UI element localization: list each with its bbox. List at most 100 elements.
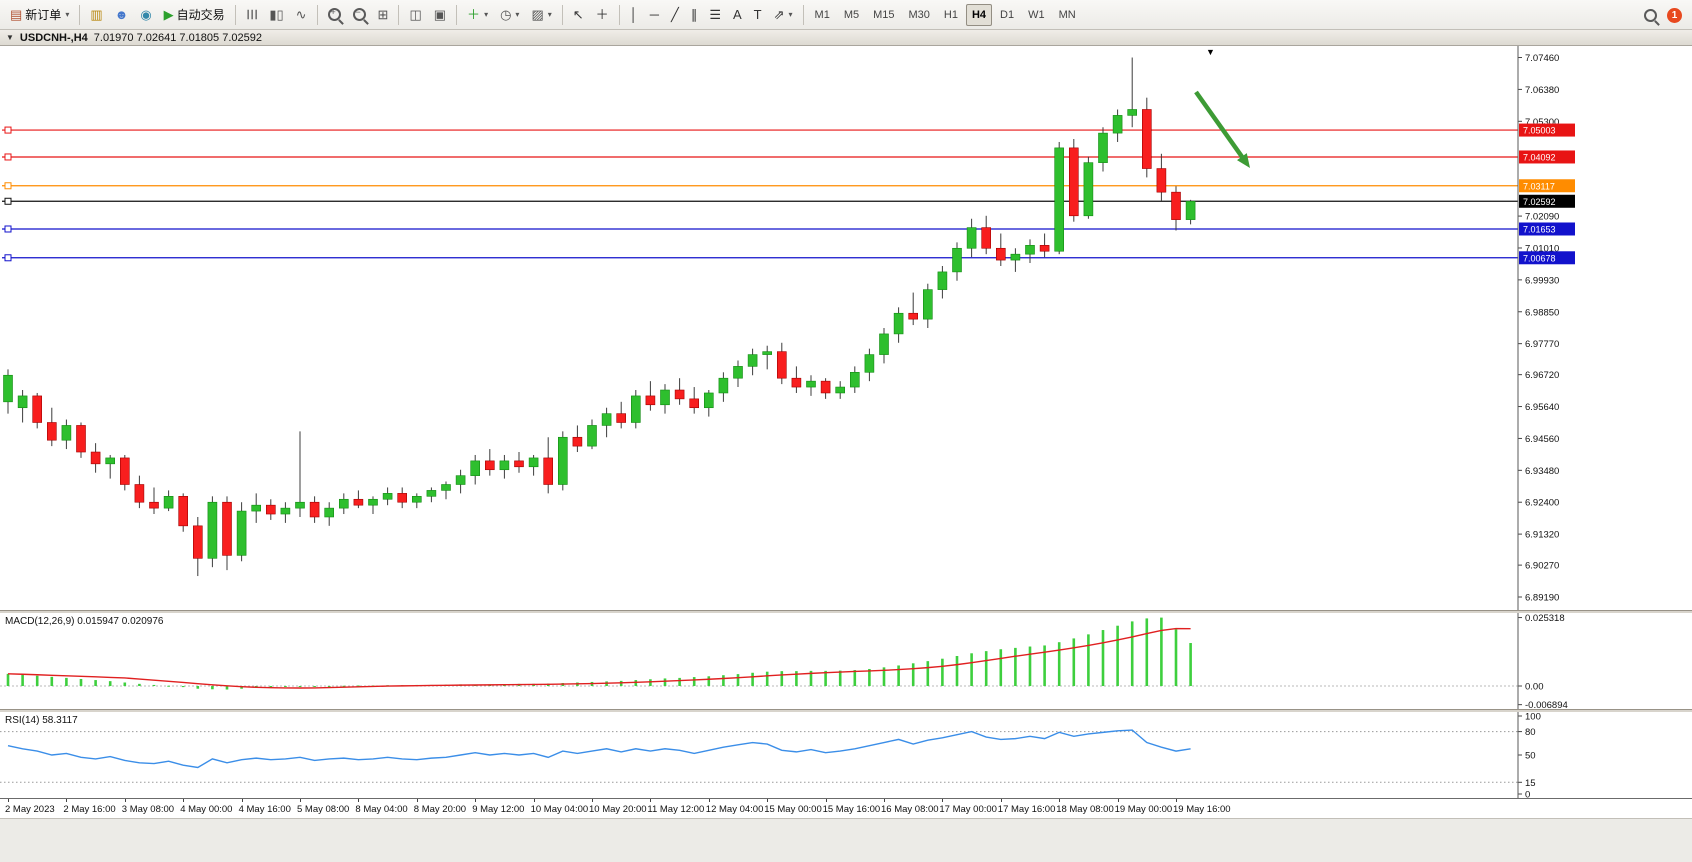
candle: [193, 525, 203, 559]
time-axis-tick: [358, 799, 360, 802]
trend-arrow-head[interactable]: [1237, 153, 1250, 168]
fibo-icon: ☰: [709, 7, 721, 22]
candle: [46, 422, 57, 441]
price-axis-label: 6.92400: [1525, 498, 1559, 509]
timeframe-h4-button[interactable]: H4: [965, 3, 993, 26]
price-badge-label: 7.03117: [1523, 181, 1555, 191]
bar-chart-button[interactable]: ☰: [241, 3, 263, 27]
panel-splitter[interactable]: [0, 610, 1692, 613]
tile-windows-button[interactable]: ⊞: [373, 3, 394, 27]
new-order-icon: ▤: [10, 7, 23, 22]
timeframe-w1-button[interactable]: W1: [1022, 4, 1051, 26]
macd-bar: [79, 678, 83, 687]
line-anchor[interactable]: [4, 153, 12, 161]
panel-splitter[interactable]: [0, 709, 1692, 712]
candle: [265, 504, 276, 515]
price-axis-label: 7.01010: [1525, 243, 1559, 254]
time-axis-label: 2 May 16:00: [63, 804, 116, 815]
timeframe-m30-button[interactable]: M30: [903, 4, 936, 26]
cursor-icon: ↖: [572, 7, 584, 22]
macd-bar: [138, 683, 141, 687]
text-button[interactable]: A: [728, 3, 747, 27]
candle: [455, 475, 466, 485]
macd-bar: [824, 670, 827, 687]
price-axis-label: 6.95640: [1525, 402, 1559, 413]
cascade-windows-button[interactable]: ▣: [429, 3, 451, 27]
timeframe-mn-button[interactable]: MN: [1053, 4, 1082, 26]
time-axis-tick: [475, 799, 477, 802]
line-anchor[interactable]: [4, 126, 12, 134]
label-icon: T: [753, 7, 762, 22]
crosshair-button[interactable]: ＋: [591, 3, 614, 27]
timeframe-m15-button[interactable]: M15: [867, 4, 900, 26]
search-icon[interactable]: [1644, 8, 1657, 22]
time-axis-label: 10 May 04:00: [530, 804, 589, 815]
chart-menu-icon[interactable]: ▼: [6, 33, 14, 42]
navigator-button[interactable]: ◉: [135, 3, 156, 27]
candle: [776, 351, 787, 379]
time-axis-label: 19 May 16:00: [1173, 804, 1231, 815]
macd-axis-label: 0.025318: [1525, 613, 1565, 624]
candle: [280, 507, 291, 515]
candle: [1112, 115, 1123, 134]
crosshair-icon: ＋: [595, 7, 609, 22]
fibonacci-button[interactable]: ☰: [704, 3, 726, 27]
rsi-axis-label: 100: [1525, 712, 1541, 723]
candle: [178, 496, 188, 527]
line-anchor[interactable]: [4, 182, 12, 190]
macd-panel[interactable]: 0.025318 0.00 -0.006894 MACD(12,26,9) 0.015…: [0, 613, 1692, 709]
label-button[interactable]: T: [749, 3, 767, 27]
macd-bar: [1087, 634, 1090, 687]
macd-bar: [152, 684, 156, 687]
line-anchor[interactable]: [4, 225, 12, 233]
candle: [484, 460, 495, 471]
price-axis-label: 7.07460: [1525, 53, 1559, 64]
timeframe-m1-button[interactable]: M1: [809, 4, 836, 26]
arrows-button[interactable]: ⇗ ▾: [769, 3, 798, 27]
candle: [908, 312, 919, 320]
line-anchor[interactable]: [4, 254, 12, 262]
zoom-out-button[interactable]: −: [348, 3, 371, 27]
timeframe-m5-button[interactable]: M5: [838, 4, 865, 26]
candle-chart-button[interactable]: ▮▯: [264, 3, 288, 27]
macd-bar: [1101, 630, 1105, 687]
horizontal-line-button[interactable]: ─: [645, 3, 664, 27]
line-icon: ∿: [295, 7, 307, 22]
line-anchor[interactable]: [4, 197, 12, 205]
timeframe-d1-button[interactable]: D1: [994, 4, 1020, 26]
period-button[interactable]: ◷ ▾: [495, 3, 524, 27]
price-badge-label: 7.05003: [1523, 126, 1556, 136]
vertical-line-button[interactable]: │: [625, 3, 643, 27]
candle: [1098, 132, 1108, 163]
rsi-panel[interactable]: 100 80 50 150 RSI(14) 58.3117: [0, 712, 1692, 798]
autotrade-button[interactable]: ▶ 自动交易: [159, 3, 230, 27]
trend-arrow[interactable]: [1194, 90, 1247, 162]
zoom-in-button[interactable]: +: [323, 3, 346, 27]
new-chart-button[interactable]: ＋ ▾: [462, 3, 493, 27]
notification-badge[interactable]: 1: [1667, 7, 1682, 23]
dropdown-icon: ▾: [788, 10, 793, 19]
candle: [1025, 245, 1035, 255]
candle: [747, 354, 758, 367]
macd-bar: [911, 663, 915, 687]
line-chart-button[interactable]: ∿: [291, 3, 312, 27]
candle: [674, 389, 685, 400]
new-order-button[interactable]: ▤ 新订单 ▾: [5, 3, 74, 27]
toolbar-right: 1: [1644, 0, 1682, 30]
template-button[interactable]: ▨ ▾: [526, 3, 556, 27]
shift-marker-icon[interactable]: ▼: [1206, 47, 1215, 57]
arrange-windows-button[interactable]: ◫: [404, 3, 426, 27]
main-chart[interactable]: 7.07460 7.06380 7.05300 7.02090 7.01010 6.999…: [0, 46, 1692, 610]
candle: [864, 354, 875, 373]
candle: [470, 460, 481, 476]
channel-button[interactable]: ∥: [686, 3, 703, 27]
market-watch-button[interactable]: ▥: [85, 3, 107, 27]
candle: [3, 374, 13, 403]
timeframe-h1-button[interactable]: H1: [938, 4, 964, 26]
cursor-button[interactable]: ↖: [568, 3, 589, 27]
candle: [324, 507, 335, 518]
trendline-button[interactable]: ╱: [666, 3, 684, 27]
time-axis-label: 15 May 16:00: [822, 804, 881, 815]
data-window-button[interactable]: ☻: [110, 3, 134, 27]
price-axis-label: 6.90270: [1525, 561, 1559, 572]
